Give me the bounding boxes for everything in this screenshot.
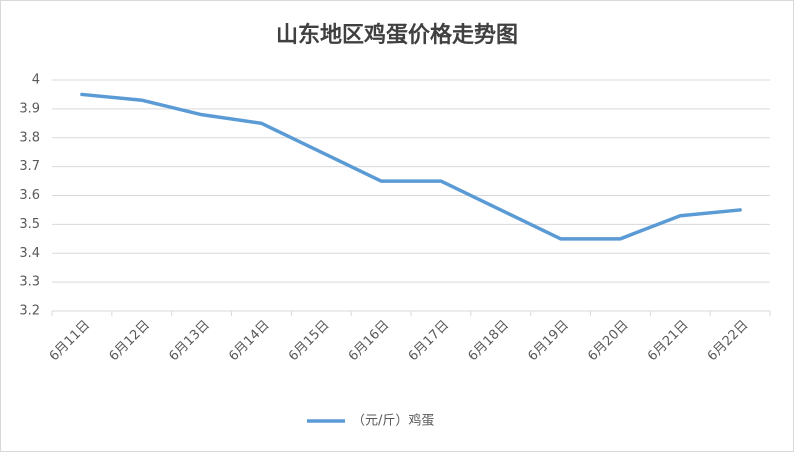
y-tick-label: 3.3 — [19, 275, 40, 290]
y-tick-label: 3.4 — [19, 246, 40, 261]
y-tick-label: 3.9 — [19, 101, 40, 116]
series-line — [80, 92, 742, 241]
y-tick-label: 3.5 — [19, 217, 40, 232]
y-tick-label: 3.7 — [19, 159, 40, 174]
chart-title: 山东地区鸡蛋价格走势图 — [276, 22, 518, 48]
y-tick-label: 3.2 — [19, 304, 40, 319]
y-tick-label: 3.8 — [19, 130, 40, 145]
legend-label: （元/斤）鸡蛋 — [352, 413, 434, 429]
y-tick-label: 4 — [32, 73, 40, 88]
y-tick-label: 3.6 — [19, 188, 40, 203]
